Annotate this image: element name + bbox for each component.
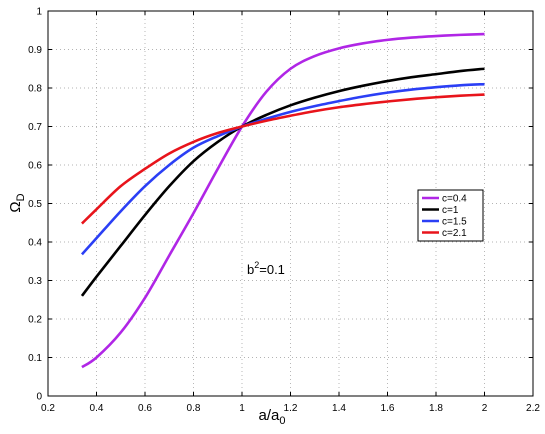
grid xyxy=(48,11,533,396)
legend-label: c=2.1 xyxy=(442,228,467,239)
x-tick-label: 2 xyxy=(482,403,488,414)
x-tick-label: 0.2 xyxy=(41,403,55,414)
x-tick-label: 2.2 xyxy=(526,403,540,414)
y-tick-label: 0.1 xyxy=(28,353,42,364)
series-line-c-1 xyxy=(80,67,485,297)
y-tick-label: 0.3 xyxy=(28,276,42,287)
y-tick-label: 0.6 xyxy=(28,161,42,172)
legend-label: c=1 xyxy=(442,205,459,216)
y-tick-label: 0.2 xyxy=(28,315,42,326)
annotation: b2=0.1 xyxy=(247,260,285,277)
y-tick-label: 1 xyxy=(36,7,42,18)
x-tick-label: 1.8 xyxy=(429,403,443,414)
x-tick-label: 0.8 xyxy=(187,403,201,414)
y-tick-label: 0.5 xyxy=(28,199,42,210)
x-tick-label: 0.4 xyxy=(90,403,104,414)
x-tick-label: 1.4 xyxy=(332,403,346,414)
series-line-c-1-5 xyxy=(80,82,485,256)
x-tick-label: 0.6 xyxy=(138,403,152,414)
y-tick-label: 0 xyxy=(36,392,42,403)
legend: c=0.4c=1c=1.5c=2.1 xyxy=(417,189,484,242)
legend-label: c=1.5 xyxy=(442,217,467,228)
series-layer xyxy=(80,32,485,369)
series-line-c-2-1 xyxy=(81,93,485,225)
series-line-c-0-4 xyxy=(81,32,485,369)
y-tick-label: 0.4 xyxy=(28,238,42,249)
y-tick-label: 0.8 xyxy=(28,84,42,95)
y-axis-label: ΩD xyxy=(7,193,27,212)
x-tick-label: 1.2 xyxy=(284,403,298,414)
legend-label: c=0.4 xyxy=(442,194,467,205)
y-tick-label: 0.7 xyxy=(28,122,42,133)
y-tick-label: 0.9 xyxy=(28,45,42,56)
ticks: 0.2 0.4 0.6 0.8 1 1.2 1.4 1.6 1.8 2 2.2 0 0.1 0.2 0.3 0… xyxy=(28,7,540,415)
x-tick-label: 1.6 xyxy=(381,403,395,414)
x-axis-label: a/a0 xyxy=(259,407,286,427)
x-tick-label: 1 xyxy=(239,403,245,414)
